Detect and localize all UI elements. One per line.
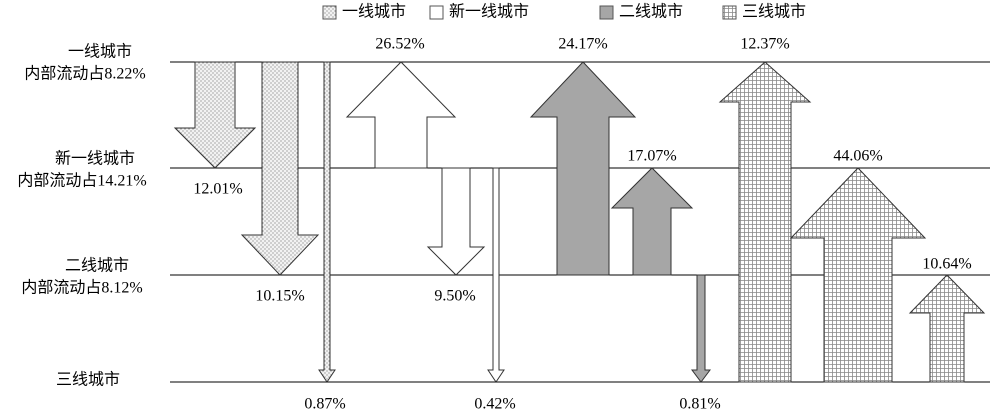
flow-label: 0.81% — [679, 396, 720, 411]
row-labels: 一线城市 内部流动占8.22% 新一线城市 内部流动占14.21% 二线城市 内… — [17, 43, 146, 389]
legend-swatch — [429, 5, 444, 20]
arrows: 12.01% 10.15% 0.87% 26.52% 9.50% 0.42% 24.17% 1… — [173, 36, 986, 413]
flow-label: 24.17% — [558, 36, 607, 53]
row-name: 二线城市 — [65, 257, 129, 275]
row-note: 内部流动占14.21% — [17, 172, 146, 190]
legend-swatch — [722, 5, 737, 20]
flow-label: 10.64% — [922, 256, 971, 273]
legend-label: 一线城市 — [342, 3, 406, 21]
flow-arrow — [345, 61, 457, 169]
row-name: 三线城市 — [56, 371, 120, 389]
flow-arrow — [487, 167, 505, 383]
legend-label: 三线城市 — [742, 3, 806, 21]
flow-arrow — [610, 167, 694, 276]
flow-label: 12.01% — [193, 181, 242, 198]
flow-label: 26.52% — [375, 36, 424, 53]
legend-swatch — [322, 5, 337, 20]
legend-label: 新一线城市 — [449, 3, 529, 21]
legend-swatch — [599, 5, 614, 20]
flow-arrow — [240, 61, 320, 276]
flow-arrow — [529, 61, 637, 276]
row-name: 新一线城市 — [55, 150, 135, 168]
flow-label: 0.42% — [474, 396, 515, 411]
row-name: 一线城市 — [68, 43, 132, 61]
legend: 一线城市 新一线城市 二线城市 三线城市 — [322, 3, 806, 21]
flow-label: 9.50% — [434, 288, 475, 305]
row-note: 内部流动占8.12% — [21, 279, 142, 297]
flow-arrow — [789, 167, 927, 383]
flow-arrow — [426, 167, 486, 276]
flow-label: 44.06% — [833, 148, 882, 165]
legend-label: 二线城市 — [619, 3, 683, 21]
flow-label: 10.15% — [255, 288, 304, 305]
flow-label: 12.37% — [740, 36, 789, 53]
flow-label: 0.87% — [304, 396, 345, 411]
flow-arrow — [908, 274, 986, 383]
flow-arrow — [718, 61, 812, 383]
flow-arrow — [318, 61, 336, 383]
flow-arrow — [173, 61, 257, 169]
row-note: 内部流动占8.22% — [24, 65, 145, 83]
flow-arrow — [691, 274, 711, 383]
flow-label: 17.07% — [627, 148, 676, 165]
